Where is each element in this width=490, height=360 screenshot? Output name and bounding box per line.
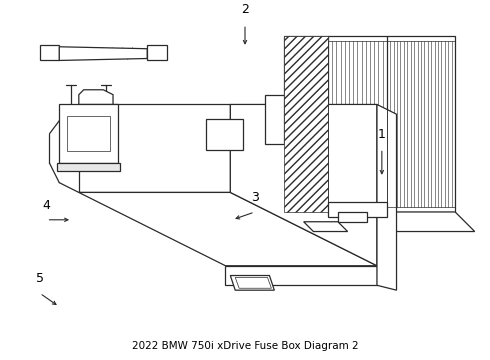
Polygon shape	[94, 129, 108, 144]
Ellipse shape	[441, 46, 450, 55]
Polygon shape	[147, 45, 167, 60]
Polygon shape	[338, 212, 367, 222]
Text: 3: 3	[251, 191, 259, 204]
Polygon shape	[57, 163, 120, 171]
Polygon shape	[79, 193, 377, 266]
Ellipse shape	[144, 144, 171, 162]
Ellipse shape	[152, 48, 162, 58]
Text: 4: 4	[43, 199, 50, 212]
Polygon shape	[59, 47, 147, 60]
Ellipse shape	[97, 132, 104, 139]
Text: 1: 1	[378, 127, 386, 141]
Polygon shape	[59, 104, 118, 163]
Polygon shape	[304, 222, 347, 231]
Text: 2022 BMW 750i xDrive Fuse Box Diagram 2: 2022 BMW 750i xDrive Fuse Box Diagram 2	[132, 341, 358, 351]
Polygon shape	[225, 266, 377, 285]
Ellipse shape	[45, 48, 54, 58]
Polygon shape	[265, 95, 284, 144]
Text: 5: 5	[36, 272, 44, 285]
Polygon shape	[328, 202, 387, 217]
Polygon shape	[79, 90, 113, 104]
Ellipse shape	[441, 198, 450, 207]
Polygon shape	[377, 104, 396, 290]
Polygon shape	[235, 278, 271, 288]
Polygon shape	[284, 36, 328, 212]
Ellipse shape	[290, 46, 298, 55]
Polygon shape	[284, 36, 455, 212]
Polygon shape	[230, 104, 377, 266]
Polygon shape	[206, 119, 243, 150]
Polygon shape	[230, 275, 274, 290]
Polygon shape	[79, 104, 230, 193]
Polygon shape	[284, 212, 475, 231]
Bar	[328, 41, 387, 207]
Ellipse shape	[290, 198, 298, 207]
Bar	[387, 41, 455, 207]
Text: 2: 2	[241, 4, 249, 17]
Polygon shape	[40, 45, 59, 60]
Polygon shape	[67, 116, 110, 151]
